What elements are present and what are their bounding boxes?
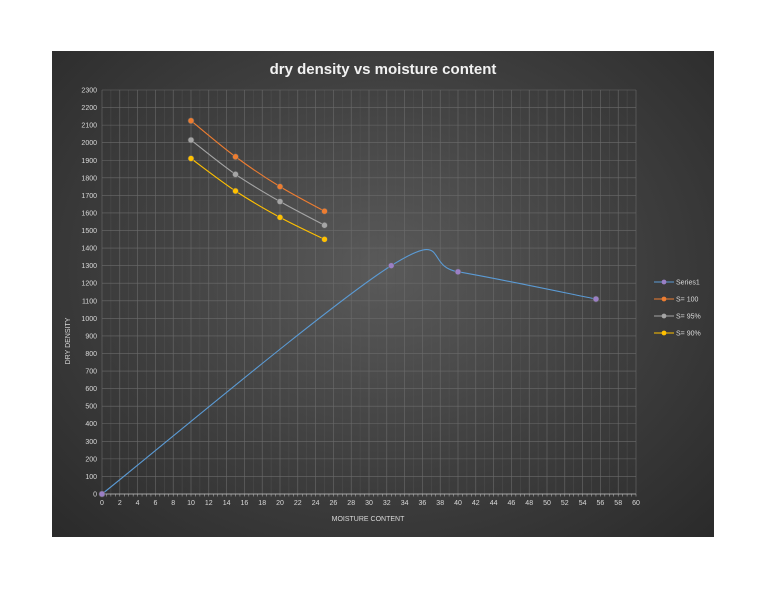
x-tick-label: 56 <box>597 500 605 507</box>
data-point <box>276 214 284 221</box>
series-line-s-95 <box>190 139 325 226</box>
y-tick-label: 1700 <box>81 193 97 200</box>
x-tick-label: 46 <box>508 500 516 507</box>
y-tick-label: 1800 <box>81 175 97 182</box>
y-tick-label: 1100 <box>82 298 97 305</box>
x-tick-label: 58 <box>614 500 622 507</box>
y-axis-title: DRY DENSITY <box>65 317 72 364</box>
chart-svg: dry density vs moisture content 0 2 4 6 8 10 1… <box>65 61 701 523</box>
x-tick-label: 8 <box>171 500 175 507</box>
x-tick-label: 32 <box>383 500 391 507</box>
data-point <box>276 198 284 205</box>
data-point <box>187 155 195 162</box>
data-point <box>232 187 239 195</box>
y-tick-label: 200 <box>85 456 97 463</box>
x-tick-label: 60 <box>632 500 640 507</box>
x-tick-label: 16 <box>241 500 249 507</box>
x-axis-title: MOISTURE CONTENT <box>332 516 405 523</box>
x-tick-label: 6 <box>153 500 157 507</box>
legend-marker <box>661 296 667 302</box>
legend-label: S= 95% <box>676 314 701 321</box>
y-tick-label: 700 <box>85 369 97 376</box>
series-line-series1 <box>101 249 597 495</box>
x-tick-label: 14 <box>223 500 231 507</box>
x-tick-label: 18 <box>258 500 266 507</box>
x-tick-label: 54 <box>579 500 587 507</box>
y-tick-label: 300 <box>85 439 97 446</box>
legend-marker <box>661 313 667 319</box>
x-tick-label: 2 <box>118 500 122 507</box>
y-tick-label: 400 <box>85 421 97 428</box>
legend: Series1 S= 100 S= 95% S= 90% <box>654 280 701 338</box>
x-tick-label: 40 <box>454 500 462 507</box>
y-tick-label: 0 <box>93 492 97 499</box>
data-point <box>232 171 239 178</box>
x-tick-label: 28 <box>347 500 355 507</box>
y-tick-label: 500 <box>85 404 97 411</box>
x-tick-label: 50 <box>543 500 551 507</box>
x-tick-label: 36 <box>419 500 427 507</box>
data-point <box>592 295 600 303</box>
x-tick-label: 0 <box>100 500 104 507</box>
y-tick-label: 900 <box>85 333 97 340</box>
y-tick-label: 1400 <box>81 246 97 253</box>
y-tick-label: 1600 <box>81 210 97 217</box>
data-point <box>232 153 239 161</box>
legend-label: S= 100 <box>676 297 698 304</box>
y-tick-label: 2300 <box>81 88 97 95</box>
y-tick-label: 600 <box>85 386 97 393</box>
x-tick-label: 42 <box>472 500 480 507</box>
y-tick-label: 1900 <box>81 158 97 165</box>
x-tick-label: 30 <box>365 500 373 507</box>
x-tick-label: 24 <box>312 500 320 507</box>
x-tick-label: 34 <box>401 500 409 507</box>
y-tick-label: 1500 <box>81 228 97 235</box>
x-tick-label: 48 <box>525 500 533 507</box>
data-point <box>321 221 328 229</box>
series-layer <box>98 117 600 498</box>
y-tick-label: 1300 <box>81 263 97 270</box>
y-tick-label: 2100 <box>81 123 97 130</box>
data-point <box>276 183 284 190</box>
data-point <box>187 117 195 125</box>
x-tick-label: 22 <box>294 500 302 507</box>
x-tick-label: 12 <box>205 500 213 507</box>
data-point <box>187 136 195 144</box>
x-tick-label: 38 <box>436 500 444 507</box>
data-point <box>321 236 328 243</box>
y-tick-label: 2200 <box>81 105 97 112</box>
data-point <box>321 207 328 215</box>
chart-panel: dry density vs moisture content 0 2 4 6 8 10 1… <box>52 51 714 537</box>
x-tick-label: 52 <box>561 500 569 507</box>
x-tick-label: 26 <box>330 500 338 507</box>
x-tick-label: 4 <box>136 500 140 507</box>
tick-labels: 0 2 4 6 8 10 12 14 16 18 20 22 24 26 28 30 32 34 36 38 40 42 4… <box>81 88 640 508</box>
legend-label: Series1 <box>676 280 700 287</box>
data-point <box>454 268 462 276</box>
y-tick-label: 1000 <box>81 316 97 323</box>
data-point <box>98 490 106 498</box>
legend-label: S= 90% <box>676 331 701 338</box>
x-tick-label: 20 <box>276 500 284 507</box>
data-point <box>387 262 395 269</box>
series-line-s-100 <box>190 120 325 212</box>
x-tick-label: 44 <box>490 500 498 507</box>
y-tick-label: 100 <box>85 474 97 481</box>
y-tick-label: 2000 <box>81 140 97 147</box>
x-tick-label: 10 <box>187 500 195 507</box>
chart-title: dry density vs moisture content <box>270 61 497 78</box>
legend-marker <box>661 279 667 285</box>
legend-marker <box>661 330 667 336</box>
y-tick-label: 800 <box>85 351 97 358</box>
grid <box>101 89 637 497</box>
y-tick-label: 1200 <box>81 281 97 288</box>
series-line-s-90 <box>190 158 325 240</box>
